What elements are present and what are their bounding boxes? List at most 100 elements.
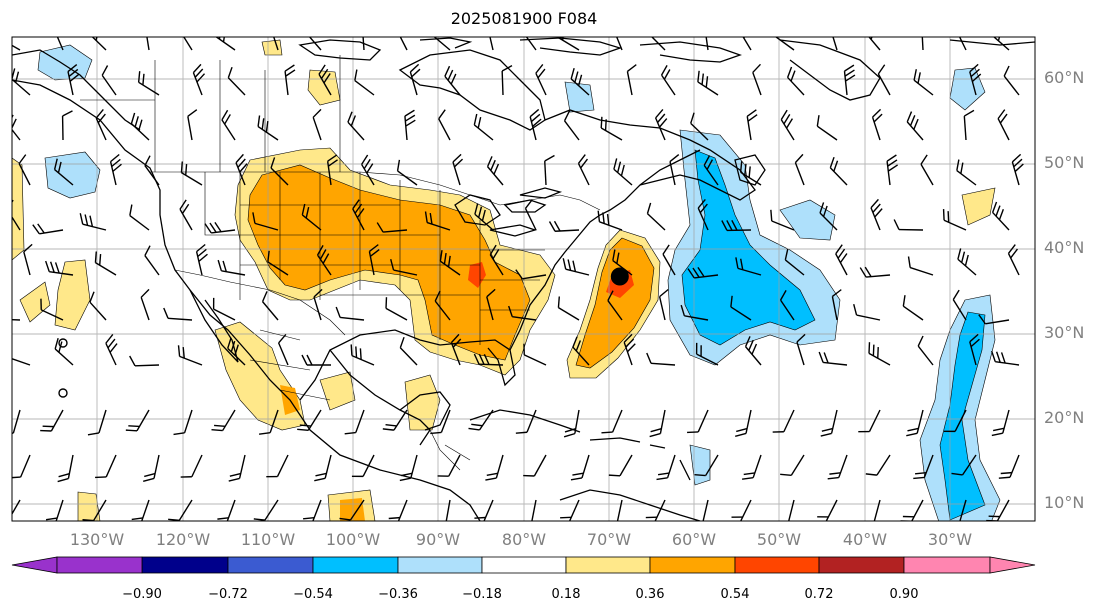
lon-label-90w: 90°W xyxy=(415,530,461,549)
wind-barb xyxy=(515,269,547,280)
wind-barb xyxy=(352,199,365,231)
wind-barb xyxy=(131,499,150,521)
storm-center-marker xyxy=(610,267,629,286)
wind-barb xyxy=(430,409,451,435)
wind-barb xyxy=(304,37,322,51)
wind-barb xyxy=(913,69,934,96)
lat-label-30n: 30°N xyxy=(1044,323,1085,342)
wind-barb xyxy=(814,499,838,521)
wind-barb xyxy=(952,289,967,321)
wind-barb xyxy=(259,409,279,435)
colorbar-segment xyxy=(397,556,483,574)
colorbar-segment xyxy=(734,556,820,574)
wind-barb xyxy=(695,342,719,366)
wind-barb xyxy=(277,333,289,366)
wind-barb xyxy=(326,154,338,186)
wind-barb xyxy=(211,409,236,432)
wind-barb xyxy=(297,409,322,432)
colorbar-tick-label: 0.18 xyxy=(551,587,581,602)
wind-barb xyxy=(570,454,590,481)
wind-barb xyxy=(991,201,1010,231)
wind-barb xyxy=(563,409,580,438)
wind-barb xyxy=(735,409,752,437)
wind-barb xyxy=(780,109,795,141)
wind-barb xyxy=(829,37,838,51)
wind-barb xyxy=(45,260,74,276)
wind-barb xyxy=(437,454,461,477)
wind-barb xyxy=(572,336,590,366)
anomaly-region-pacific-northwest-cold xyxy=(44,151,101,199)
wind-barb xyxy=(266,454,289,478)
wind-barb xyxy=(252,212,279,231)
wind-barb xyxy=(501,65,513,96)
wind-barb xyxy=(998,454,1020,479)
wind-barb xyxy=(227,337,246,366)
wind-barb xyxy=(613,158,633,186)
wind-barb xyxy=(796,333,806,366)
wind-barb xyxy=(409,63,421,96)
wind-barb xyxy=(645,499,666,521)
wind-barb xyxy=(742,454,762,480)
map-title: 2025081900 F084 xyxy=(450,9,598,28)
wind-barb xyxy=(906,111,924,141)
wind-barb xyxy=(302,499,322,521)
wind-barb xyxy=(893,219,924,231)
wind-barb xyxy=(390,259,418,276)
colorbar-segment xyxy=(565,556,651,574)
colorbar-under-triangle xyxy=(11,556,58,574)
wind-barb xyxy=(382,409,408,431)
wind-barb xyxy=(786,66,805,96)
wind-barb xyxy=(917,335,934,366)
wind-barb xyxy=(784,248,805,276)
wind-barb xyxy=(257,115,279,141)
lon-label-50w: 50°W xyxy=(756,530,802,549)
wind-barb xyxy=(656,454,676,481)
wind-barb xyxy=(958,499,967,521)
wind-barb xyxy=(486,37,494,51)
wind-barb xyxy=(347,111,365,141)
wind-barb xyxy=(703,37,709,51)
wind-barb xyxy=(730,295,752,321)
wind-barb xyxy=(87,409,107,436)
anomaly-region-pacific-warm-1 xyxy=(54,259,91,331)
wind-barb xyxy=(94,251,117,276)
wind-barb xyxy=(180,161,203,186)
wind-barb xyxy=(779,290,795,321)
wind-barb xyxy=(969,63,982,96)
anomaly-region-pacific-south-warm xyxy=(77,491,101,521)
wind-barb xyxy=(486,156,504,186)
lat-label-60n: 60°N xyxy=(1044,68,1085,87)
wind-barb xyxy=(12,37,21,51)
lon-label-60w: 60°W xyxy=(671,530,717,549)
wind-barb xyxy=(529,108,542,141)
wind-barb xyxy=(969,333,980,366)
wind-barb xyxy=(40,298,64,321)
wind-barb xyxy=(647,37,666,51)
wind-barb xyxy=(1007,244,1020,276)
wind-barb xyxy=(101,65,117,96)
wind-barb xyxy=(32,223,64,235)
wind-barb xyxy=(301,203,322,231)
wind-barb xyxy=(312,108,322,141)
wind-barb xyxy=(129,355,160,367)
wind-barb xyxy=(772,409,795,433)
wind-barb xyxy=(871,108,883,141)
wind-barb xyxy=(563,110,580,141)
wind-barb xyxy=(88,37,107,51)
wind-barb xyxy=(774,37,795,51)
wind-barb xyxy=(395,37,408,51)
colorbar-segment xyxy=(141,556,229,574)
wind-barb xyxy=(544,154,555,186)
wind-barb xyxy=(144,245,160,276)
wind-barb xyxy=(54,337,74,366)
colorbar-over-triangle xyxy=(989,556,1036,574)
wind-barb xyxy=(597,210,623,231)
wind-barb xyxy=(444,65,461,96)
wind-barb xyxy=(173,409,193,436)
wind-barb xyxy=(864,37,881,51)
wind-barb xyxy=(45,499,64,521)
wind-barb xyxy=(662,244,676,276)
wind-barb xyxy=(468,409,494,431)
lon-label-110w: 110°W xyxy=(240,530,296,549)
wind-barb xyxy=(450,333,462,366)
